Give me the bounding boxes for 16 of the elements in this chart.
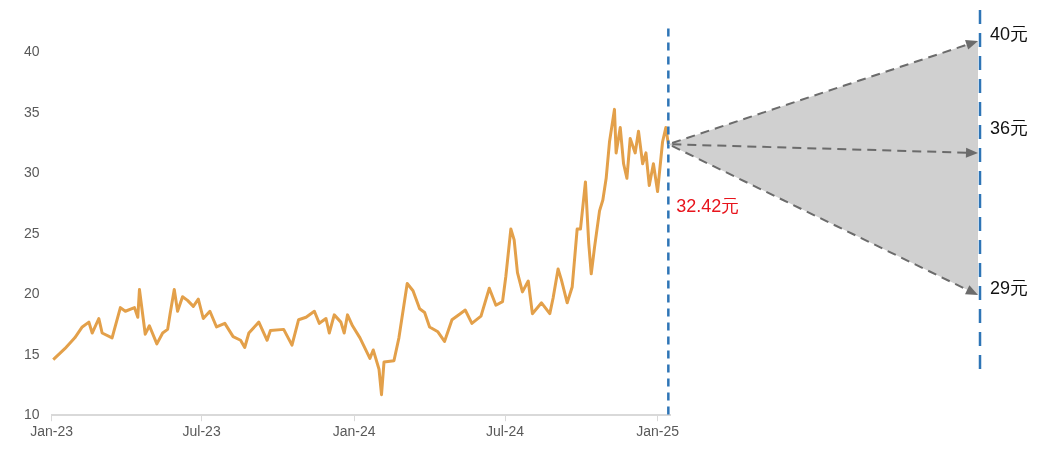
y-tick-label: 10 — [23, 406, 40, 423]
text: 29元 — [990, 277, 1029, 300]
y-tick-label: 20 — [23, 285, 40, 302]
x-tick-label: Jan-24 — [332, 423, 376, 440]
y-tick-label: 25 — [23, 224, 40, 241]
y-tick-label: 40 — [23, 43, 40, 60]
x-tick-label: Jan-23 — [30, 423, 74, 440]
text: 36元 — [990, 117, 1029, 140]
y-tick-label: 30 — [23, 164, 40, 181]
x-tick-label: Jul-23 — [182, 423, 221, 440]
text: 40元 — [990, 23, 1029, 46]
y-tick-label: 35 — [23, 103, 40, 120]
x-tick-label: Jan-25 — [636, 423, 680, 440]
y-tick-label: 15 — [23, 345, 40, 362]
annotation: 32.42元 — [676, 195, 740, 219]
x-tick-label: Jul-24 — [485, 423, 525, 440]
